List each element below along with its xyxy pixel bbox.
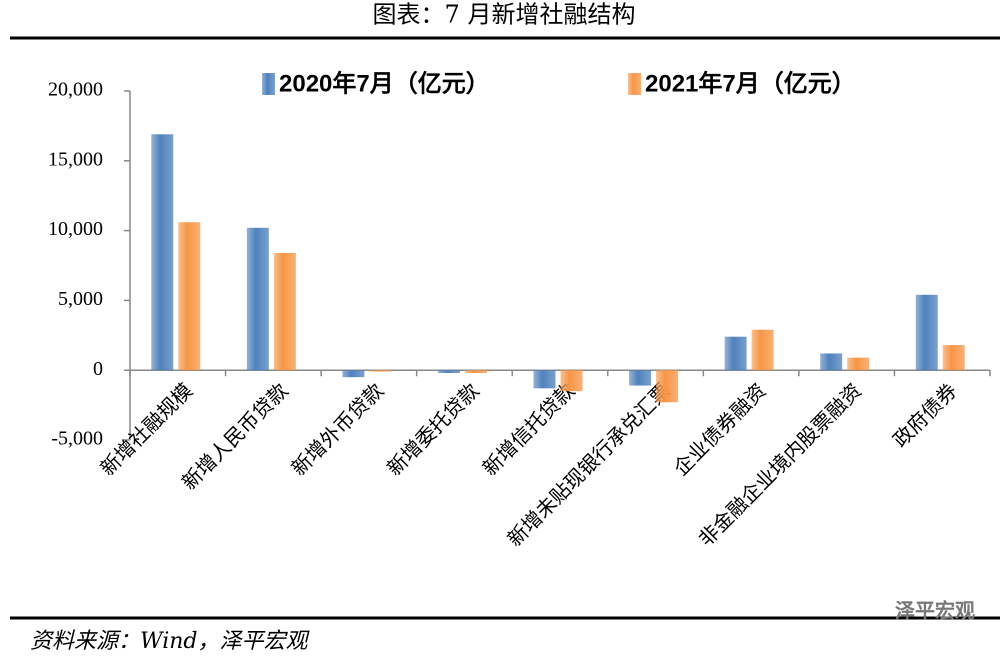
y-tick-label: 10,000 xyxy=(48,218,103,240)
bar xyxy=(342,370,365,378)
bar xyxy=(437,370,460,373)
y-tick-label: 5,000 xyxy=(58,288,103,310)
bar xyxy=(656,370,679,403)
y-tick-label: 15,000 xyxy=(48,148,103,170)
y-tick-label: 20,000 xyxy=(48,79,103,101)
legend-swatch xyxy=(262,73,275,95)
bar xyxy=(273,252,296,371)
bar xyxy=(847,357,870,371)
legend-label: 2020年7月（亿元） xyxy=(279,69,490,97)
x-tick-label: 新增信托贷款 xyxy=(478,378,580,480)
x-tick-label: 政府债券 xyxy=(888,378,962,452)
bar xyxy=(464,370,487,373)
bar xyxy=(915,294,938,371)
y-tick-label: 0 xyxy=(93,358,103,380)
bar xyxy=(151,134,174,371)
bar xyxy=(246,227,269,371)
bar xyxy=(560,370,583,392)
bar xyxy=(820,353,843,371)
chart-title: 图表：7 月新增社融结构 xyxy=(373,1,636,29)
x-tick-label: 新增社融规模 xyxy=(95,378,197,480)
x-tick-label: 新增外币贷款 xyxy=(286,378,388,480)
x-tick-label: 企业债券融资 xyxy=(669,378,771,480)
bar xyxy=(724,336,747,371)
bar xyxy=(942,345,965,371)
bar xyxy=(369,370,392,372)
y-tick-label: -5,000 xyxy=(51,428,103,450)
bar xyxy=(533,370,556,389)
legend-swatch xyxy=(628,73,641,95)
bar xyxy=(629,370,652,386)
x-tick-label: 新增未贴现银行承兑汇票 xyxy=(502,378,675,551)
bar xyxy=(178,222,201,371)
x-tick-label: 新增委托贷款 xyxy=(382,378,484,480)
legend-label: 2021年7月（亿元） xyxy=(645,69,856,97)
watermark: 泽平宏观 xyxy=(895,598,975,622)
x-tick-label: 非金融企业境内股票融资 xyxy=(694,378,867,551)
source-note: 资料来源：Wind，泽平宏观 xyxy=(30,629,311,654)
bar xyxy=(751,329,774,371)
